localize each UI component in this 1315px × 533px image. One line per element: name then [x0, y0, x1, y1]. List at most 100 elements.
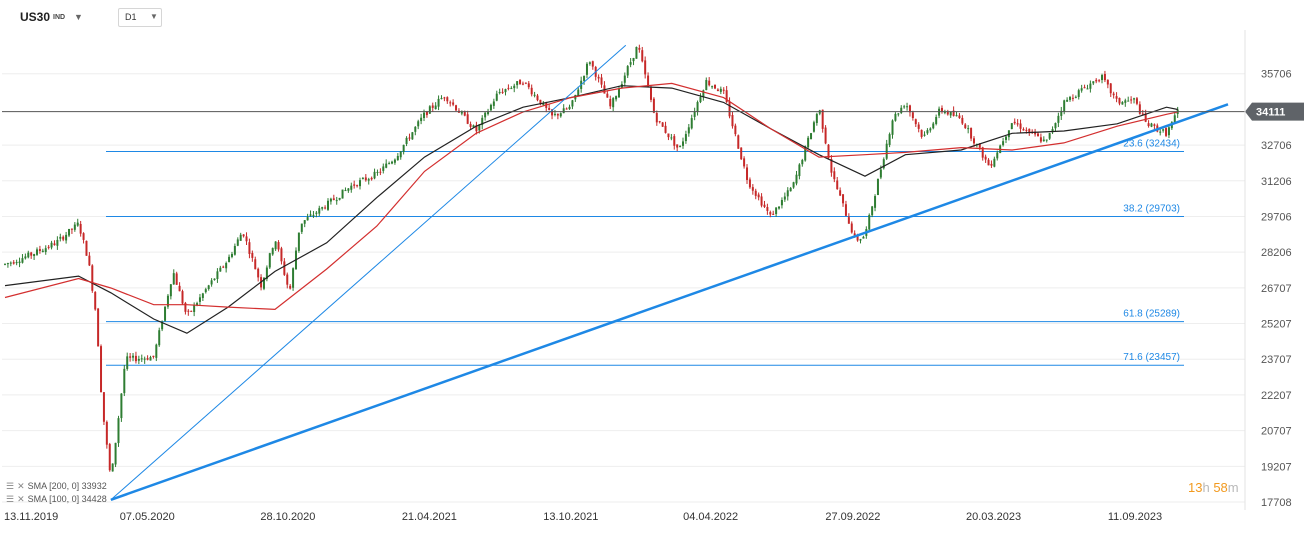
y-tick-label: 35706	[1261, 69, 1292, 81]
candle-body	[1121, 102, 1124, 105]
candle-body	[911, 112, 914, 119]
candle-body	[120, 393, 123, 419]
close-icon[interactable]: ✕	[17, 494, 25, 504]
candle-body	[460, 111, 463, 114]
candle-body	[676, 144, 679, 148]
candle-body	[583, 75, 586, 81]
candle-body	[894, 113, 897, 121]
candle-body	[385, 163, 388, 168]
timeframe-select[interactable]: D1 ▼	[118, 8, 162, 27]
candle-body	[551, 109, 554, 116]
candle-body	[193, 304, 196, 312]
candle-body	[498, 92, 501, 94]
settings-icon[interactable]: ☰	[6, 481, 15, 491]
candle-body	[82, 233, 85, 240]
candle-body	[1115, 96, 1118, 99]
candle-body	[437, 98, 440, 107]
close-icon[interactable]: ✕	[17, 481, 25, 491]
candle-body	[734, 125, 737, 135]
symbol-type: IND	[53, 14, 66, 21]
candle-body	[705, 80, 708, 91]
candle-body	[972, 138, 975, 144]
candle-body	[449, 102, 452, 104]
y-tick-label: 23707	[1261, 354, 1292, 366]
candle-body	[277, 242, 280, 250]
candle-body	[623, 75, 626, 83]
indicator-legend-sma100: ☰ ✕ SMA [100, 0] 34428	[6, 494, 107, 505]
candle-body	[297, 232, 300, 251]
candle-body	[609, 98, 612, 107]
candle-body	[693, 111, 696, 117]
candle-body	[478, 124, 481, 131]
candle-body	[687, 127, 690, 134]
candle-body	[844, 204, 847, 216]
candle-body	[216, 271, 219, 279]
candle-body	[617, 88, 620, 98]
candle-body	[868, 214, 871, 230]
fib-level-label: 61.8 (25289)	[1123, 309, 1180, 320]
candle-body	[181, 291, 184, 304]
candle-body	[949, 111, 952, 116]
candle-body	[684, 134, 687, 142]
candle-body	[213, 278, 216, 281]
candle-body	[655, 113, 658, 123]
candle-body	[137, 358, 140, 361]
candle-body	[1019, 123, 1022, 129]
candle-body	[402, 144, 405, 152]
candle-body	[644, 60, 647, 75]
candle-body	[274, 241, 277, 250]
candle-body	[1004, 136, 1007, 140]
caret-down-icon[interactable]: ▼	[74, 12, 83, 22]
candle-body	[329, 198, 332, 202]
candle-body	[56, 239, 59, 246]
candle-body	[492, 101, 495, 106]
candle-body	[597, 76, 600, 79]
y-tick-label: 20707	[1261, 426, 1292, 438]
candle-body	[489, 104, 492, 111]
candle-body	[746, 167, 749, 180]
candle-body	[606, 93, 609, 98]
candle-body	[129, 356, 132, 358]
candle-body	[647, 75, 650, 87]
candle-body	[359, 180, 362, 187]
candle-body	[833, 171, 836, 180]
indicator-value: 33932	[81, 481, 107, 491]
candle-body	[542, 102, 545, 106]
candle-body	[635, 46, 638, 59]
candle-body	[187, 310, 190, 312]
y-tick-label: 26707	[1261, 283, 1292, 295]
candle-body	[15, 262, 18, 264]
candle-body	[248, 242, 251, 254]
settings-icon[interactable]: ☰	[6, 494, 15, 504]
candle-body	[524, 82, 527, 84]
candle-body	[169, 284, 172, 297]
candle-body	[1098, 80, 1101, 82]
candle-body	[1112, 93, 1115, 96]
candle-body	[201, 293, 204, 298]
symbol-name[interactable]: US30	[20, 10, 51, 24]
candle-body	[271, 248, 274, 255]
candle-body	[565, 108, 568, 110]
candle-body	[1118, 97, 1121, 104]
candle-body	[562, 108, 565, 114]
candle-body	[73, 224, 76, 230]
candle-body	[495, 93, 498, 101]
candle-body	[36, 249, 39, 255]
y-tick-label: 31206	[1261, 176, 1292, 188]
candle-body	[1103, 73, 1106, 81]
candle-body	[862, 236, 865, 239]
candle-body	[708, 80, 711, 86]
candle-body	[859, 239, 862, 241]
y-tick-label: 25207	[1261, 319, 1292, 331]
candle-body	[821, 109, 824, 129]
candle-body	[393, 159, 396, 163]
candle-body	[207, 285, 210, 290]
candle-body	[155, 344, 158, 358]
candle-body	[286, 274, 289, 285]
candle-body	[585, 63, 588, 75]
candle-body	[172, 273, 175, 285]
candle-body	[996, 152, 999, 159]
candle-body	[289, 285, 292, 289]
